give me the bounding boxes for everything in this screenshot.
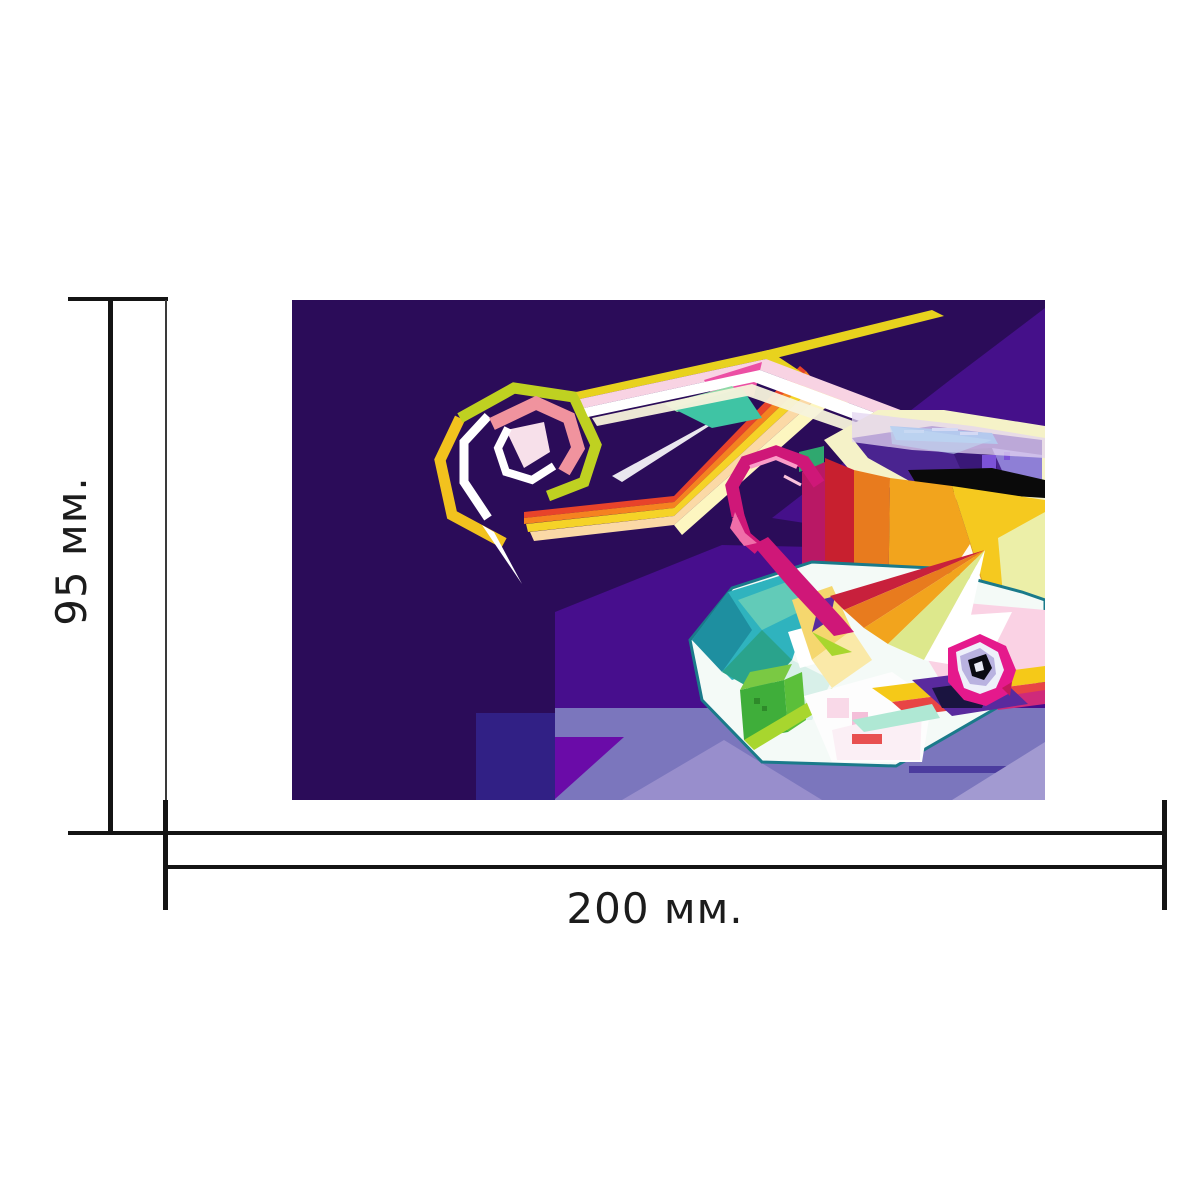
- left-extension-line: [165, 300, 167, 802]
- steam-spiral-icon: [434, 382, 602, 584]
- cup-shadow-fan: [812, 550, 985, 666]
- width-dimension-left-cap: [163, 800, 168, 910]
- cup-handle: [725, 445, 854, 636]
- width-dimension-right-cap: [1162, 800, 1167, 910]
- height-dimension-line: [108, 297, 113, 835]
- wafer-roll: [912, 634, 1028, 716]
- height-dimension-top-cap: [68, 297, 168, 301]
- width-dimension-line: [165, 865, 1167, 869]
- baseline-guide-line: [68, 831, 1167, 835]
- height-dimension-label: 95 мм.: [47, 476, 96, 626]
- product-image: [292, 300, 1047, 800]
- width-dimension-label: 200 мм.: [566, 884, 744, 933]
